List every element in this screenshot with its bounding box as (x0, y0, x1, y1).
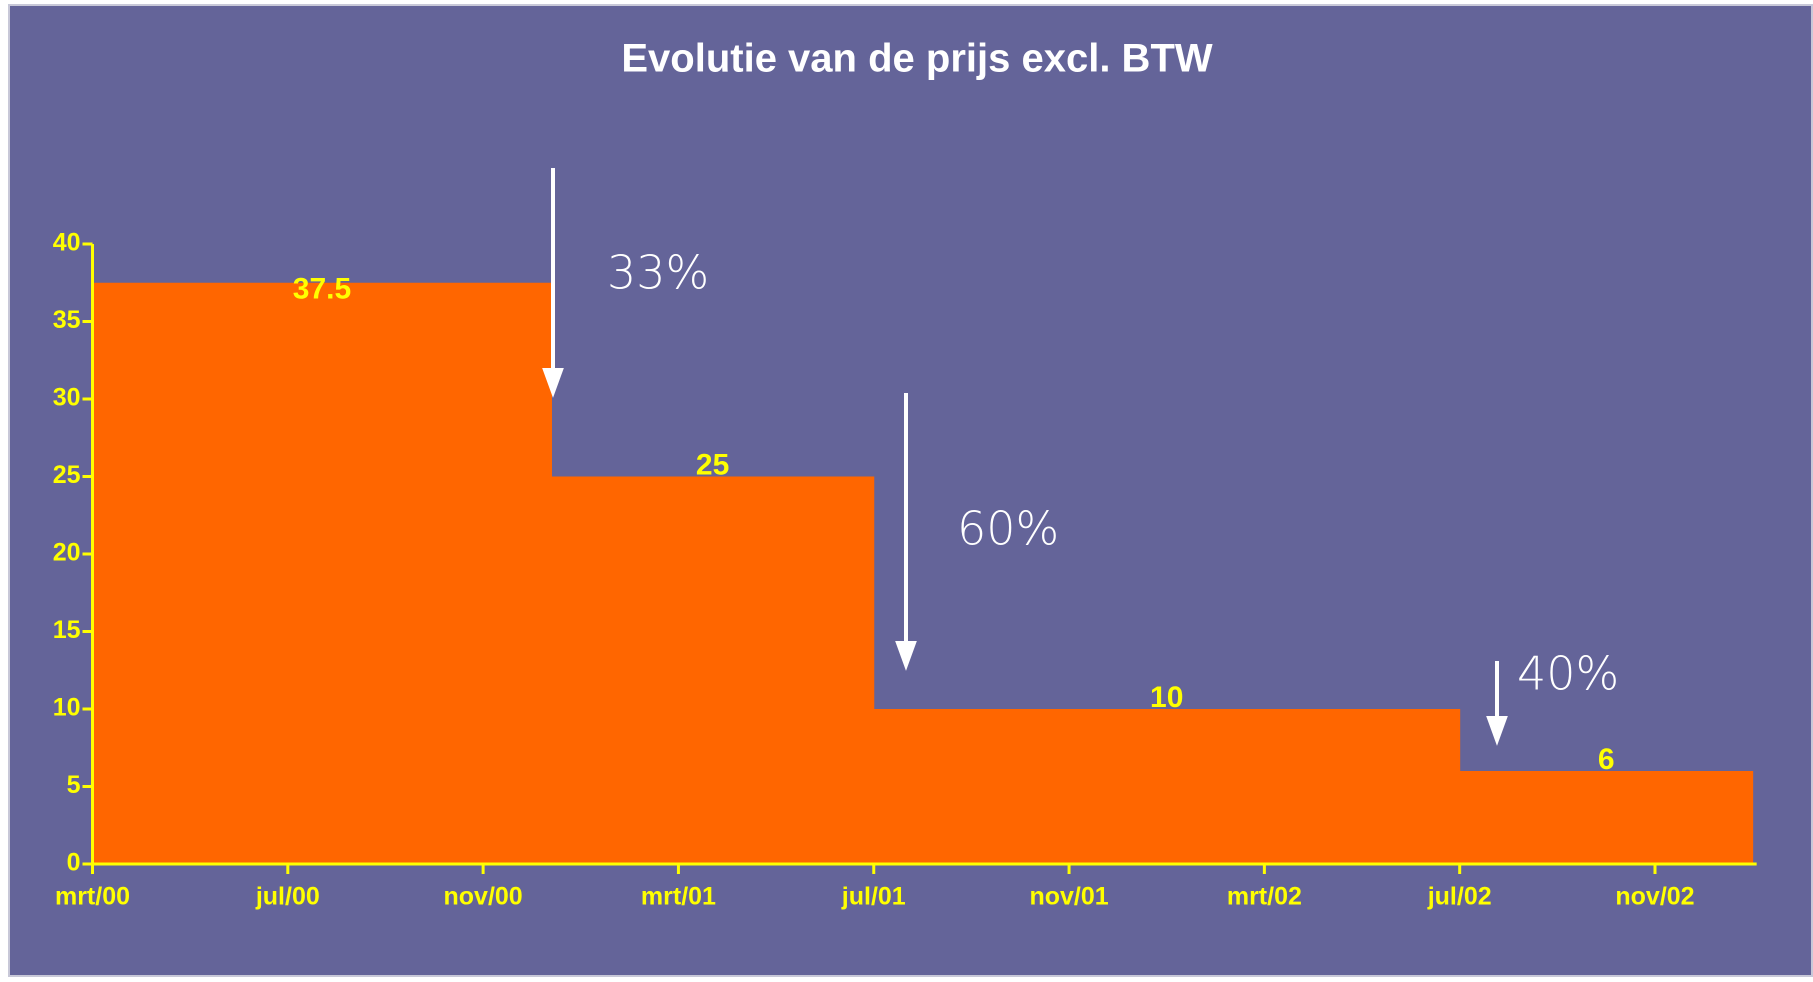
step-bar (873, 709, 1461, 864)
y-tick-label: 15 (53, 616, 81, 644)
x-tick-label: nov/00 (444, 883, 523, 911)
data-label: 10 (1150, 681, 1183, 714)
x-tick-label: mrt/01 (641, 883, 716, 911)
step-bar (1459, 771, 1754, 864)
y-tick-label: 20 (53, 539, 81, 567)
x-tick-label: nov/01 (1029, 883, 1108, 911)
step-bar (92, 282, 552, 864)
y-tick-label: 0 (67, 849, 81, 877)
arrow-head (895, 641, 917, 671)
plot: 37.5 25 10 6 0 5 10 15 20 25 30 35 40 mrt/00 jul/00 nov… (53, 229, 1757, 911)
annotation: 60% (957, 502, 1059, 556)
y-tick-label: 25 (53, 461, 81, 489)
data-label: 25 (696, 448, 729, 481)
annotation: 33% (607, 246, 709, 300)
x-tick-label: nov/02 (1615, 883, 1694, 911)
data-label: 37.5 (293, 273, 351, 306)
arrow-head (542, 368, 564, 398)
y-tick-label: 5 (67, 771, 81, 799)
annotation: 40% (1517, 647, 1619, 701)
x-tick-label: mrt/00 (55, 883, 130, 911)
x-tick-label: jul/01 (841, 883, 906, 911)
arrows (542, 168, 1508, 746)
arrow-head (1486, 716, 1508, 746)
y-tick-label: 35 (53, 306, 81, 334)
data-label: 6 (1598, 743, 1615, 776)
step-bar (551, 476, 875, 864)
y-tick-label: 40 (53, 229, 81, 257)
x-tick-label: mrt/02 (1227, 883, 1302, 911)
x-tick-label: jul/00 (255, 883, 320, 911)
chart-title: Evolutie van de prijs excl. BTW (621, 37, 1213, 81)
y-tick-label: 30 (53, 384, 81, 412)
x-tick-label: jul/02 (1427, 883, 1492, 911)
y-tick-label: 10 (53, 694, 81, 722)
